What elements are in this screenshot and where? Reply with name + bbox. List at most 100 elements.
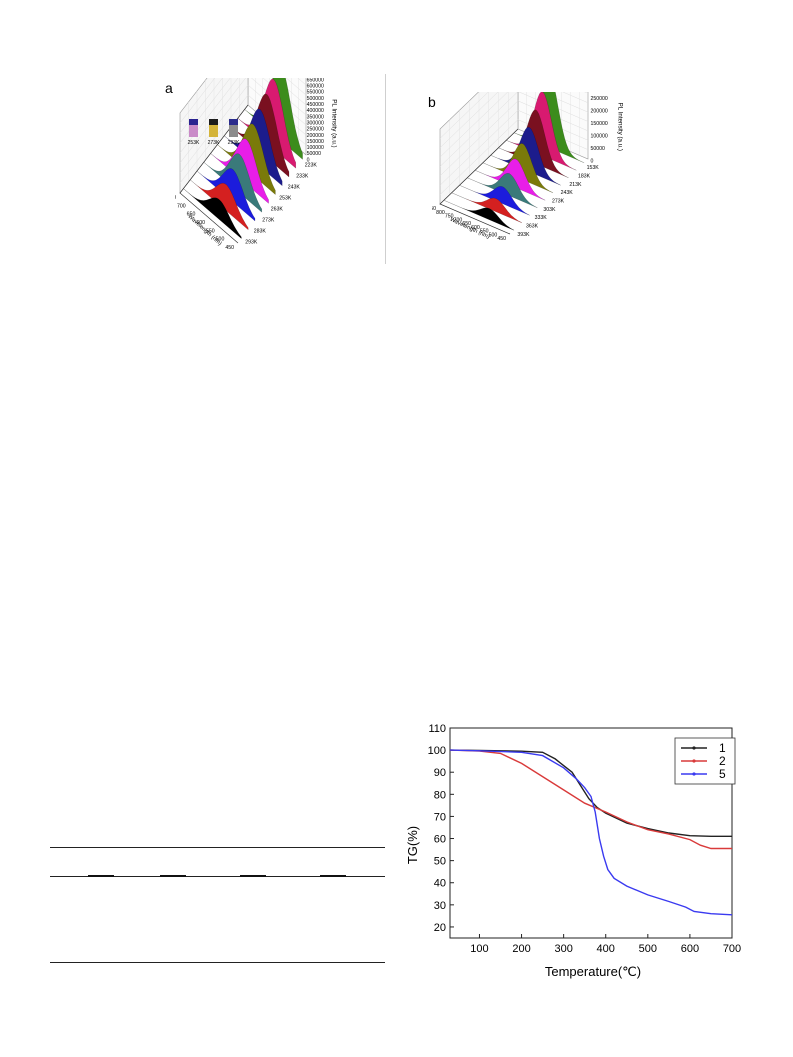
table-dash-4 (320, 875, 346, 877)
panelA-temp-tick: 263K (271, 207, 284, 213)
vial-0: 253K (188, 119, 200, 146)
panelB-temp-tick: 393K (517, 232, 530, 238)
panelB-z-tick: 0 (590, 159, 593, 165)
table-dash-3 (240, 875, 266, 877)
tg-series-1-line (449, 749, 732, 837)
vial-label: 293K (228, 140, 240, 146)
vial-body (189, 125, 198, 137)
tg-ylabel: TG(%) (405, 826, 420, 864)
panelA-z-tick: 550000 (307, 90, 324, 96)
vial-body (229, 125, 238, 137)
tg-plot-frame (449, 727, 733, 939)
tg-y-tick-label: 70 (434, 811, 446, 823)
panelA-z-tick: 650000 (307, 78, 324, 83)
tg-y-tick-label: 90 (434, 767, 446, 779)
tg-legend-label-5: 5 (719, 767, 726, 781)
panelA-grid-h2 (179, 78, 216, 124)
panelB-wl-tick: 650 (462, 221, 471, 227)
panelB-grid-h2 (439, 92, 489, 139)
panelA-z-tick: 250000 (307, 127, 324, 133)
panelA-temp-tick: 283K (254, 229, 267, 235)
tg-legend-marker-2 (692, 759, 696, 763)
panelB-ridge-1 (451, 192, 522, 224)
panelA-z-tick: 300000 (307, 120, 324, 126)
tg-y-tick-label: 40 (434, 878, 446, 890)
panelA-z-tick: 400000 (307, 108, 324, 114)
tg-xlabel: Temperature(℃) (545, 964, 641, 979)
tg-x-tick-label: 500 (639, 943, 657, 955)
panelB-wl-tick: 450 (497, 236, 506, 242)
panelA-ridge-1 (190, 179, 249, 231)
tg-x-tick-label: 200 (512, 943, 530, 955)
panelA-temp-tick: 293K (245, 240, 258, 246)
vial-label: 253K (188, 140, 200, 146)
table-header-rule (50, 876, 385, 877)
panel-a-3d-plot: 6500006000005500005000004500004000003500… (175, 78, 338, 251)
tg-y-tick-label: 30 (434, 900, 446, 912)
panelA-temp-tick: 273K (262, 218, 275, 224)
panelA-z-tick: 0 (307, 157, 310, 163)
tg-legend-label-2: 2 (719, 754, 726, 768)
panelA-z-tick: 100000 (307, 145, 324, 151)
panelA-floor-axes (179, 104, 249, 244)
panelA-wl-tick: 450 (225, 245, 234, 251)
panelB-wl-tick: 600 (471, 225, 480, 231)
panelA-z-tick: 350000 (307, 114, 324, 120)
panel-divider (385, 74, 386, 264)
panelA-z-tick: 150000 (307, 139, 324, 145)
tg-series-5-line (449, 749, 733, 916)
panelA-z-tick: 50000 (307, 151, 322, 157)
tg-x-tick-label: 700 (723, 943, 741, 955)
tg-y-tick-label: 80 (434, 789, 446, 801)
panelA-z-tick: 500000 (307, 96, 324, 102)
panelA-temp-tick: 253K (279, 196, 292, 202)
panelB-z-tick: 50000 (590, 146, 605, 152)
panel-b-letter: b (428, 94, 436, 110)
tg-series-2-line (449, 749, 732, 850)
panelA-z-label: PL Intensity (a.u.) (331, 99, 338, 147)
panelA-z-tick: 200000 (307, 133, 324, 139)
panelA-wl-tick: 550 (206, 228, 215, 234)
tg-x-tick-label: 100 (470, 943, 488, 955)
panelB-wl-tick: 800 (436, 210, 445, 216)
panelB-grid-h (562, 92, 589, 103)
panelB-temp-tick: 153K (587, 165, 600, 171)
table-dash-2 (160, 875, 186, 877)
tg-x-tick-label: 600 (681, 943, 699, 955)
panelA-temp-tick: 233K (296, 174, 309, 180)
vial-cap (209, 119, 218, 125)
panelB-wl-tick: 700 (454, 217, 463, 223)
panelA-wl-tick: 500 (216, 237, 225, 243)
tg-y-tick-label: 50 (434, 856, 446, 868)
tg-chart: TG(%) Temperature(℃) 20 30 40 50 60 70 80 90 100… (405, 723, 741, 979)
table-top-rule (50, 847, 385, 848)
panelA-wl-tick: 700 (177, 203, 186, 209)
panelA-wl-label: Wavelength (nm) (186, 214, 222, 247)
panelB-ridge-0 (443, 199, 515, 231)
panel-a-letter: a (165, 80, 173, 96)
panelB-grid-h2 (439, 92, 499, 148)
tg-y-tick-label: 20 (434, 922, 446, 934)
panelA-grid-h2 (179, 78, 223, 134)
tg-legend-label-1: 1 (719, 741, 726, 755)
panelA-temp-tick: 243K (288, 185, 301, 191)
vial-cap (229, 119, 238, 125)
panelA-z-tick: 450000 (307, 102, 324, 108)
panelB-z-tick: 100000 (590, 134, 607, 140)
panelB-wl-tick: 500 (489, 232, 498, 238)
panelA-wl-tick: 650 (187, 212, 196, 218)
panelB-temp-tick: 273K (552, 199, 565, 205)
panelB-wl-tick: 550 (480, 229, 489, 235)
tg-y-tick-label: 60 (434, 834, 446, 846)
vial-body (209, 125, 218, 137)
vial-cap (189, 119, 198, 125)
panelB-temp-tick: 333K (535, 215, 548, 221)
panelB-temp-tick: 303K (543, 207, 556, 213)
vial-2: 293K (228, 119, 240, 146)
tg-x-tick-label: 300 (554, 943, 572, 955)
panelB-z-label: PL Intensity (a.u.) (616, 103, 623, 151)
panelB-floor-axes (439, 128, 519, 235)
vial-1: 273K (208, 119, 220, 146)
panelA-z-tick: 600000 (307, 84, 324, 90)
